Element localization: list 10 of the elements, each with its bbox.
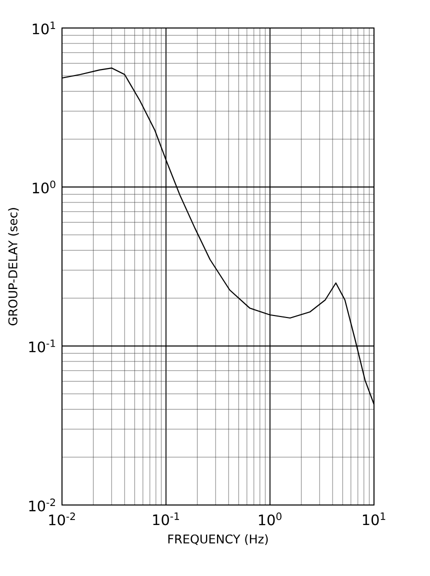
x-tick-label: 10$^{0}$ [258,512,282,526]
x-tick-label: 10$^{1}$ [362,512,386,526]
x-tick-label: 10$^{-1}$ [153,512,179,526]
y-axis-title: GROUP-DELAY (sec) [8,208,19,326]
y-tick-label: 10$^{1}$ [32,22,56,34]
x-axis-title: FREQUENCY (Hz) [168,534,268,545]
y-tick-label: 10$^{-2}$ [29,498,55,512]
y-tick-label: 10$^{0}$ [32,180,56,194]
x-tick-label: 10$^{-2}$ [49,512,75,526]
y-tick-label: 10$^{-1}$ [29,340,56,352]
